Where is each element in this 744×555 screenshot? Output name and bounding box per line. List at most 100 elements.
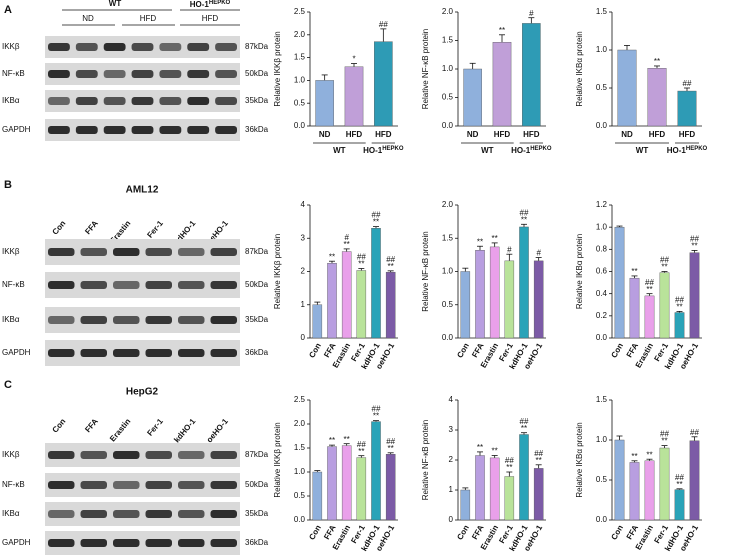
blot-band (113, 281, 140, 289)
bar (341, 251, 352, 339)
blot-band (75, 70, 98, 78)
blot-band (131, 126, 154, 134)
blot-band (103, 126, 126, 134)
bar (519, 226, 529, 339)
lane-label: ND (82, 14, 94, 23)
y-axis-label: Relative IKBα protein (575, 234, 584, 309)
blot-band (178, 316, 205, 324)
significance-mark: ## (534, 449, 543, 458)
lane-label: Con (51, 219, 68, 237)
blot-band (210, 539, 237, 547)
blot-band (210, 481, 237, 489)
size-label: 35kDa (245, 96, 269, 105)
bar (659, 447, 670, 521)
protein-label: IKBα (2, 315, 20, 324)
bar (489, 457, 500, 521)
blot-band (48, 281, 75, 289)
lane-label: kdHO-1 (172, 416, 198, 444)
blot-band (215, 43, 237, 51)
blot-band (48, 451, 75, 459)
bar (504, 260, 515, 339)
group-name: HO-1 (511, 146, 531, 155)
bar (475, 455, 485, 521)
blot-band (48, 70, 70, 78)
blot-band (80, 349, 107, 357)
blot-strip (45, 307, 240, 333)
x-tick-label: Con (609, 341, 625, 359)
protein-label: IKKβ (2, 247, 20, 256)
protein-label: GAPDH (2, 125, 31, 134)
blot-band (131, 70, 154, 78)
blot-band (48, 349, 75, 357)
group-label: WT (481, 146, 494, 155)
group-name: WT (333, 146, 346, 155)
significance-mark: ** (646, 285, 652, 294)
blot-band (80, 539, 107, 547)
blot-band (80, 481, 107, 489)
y-axis-label: Relative NF-κB protein (421, 29, 430, 109)
y-tick-label: 1 (449, 485, 454, 494)
bar (356, 270, 367, 339)
group-sup: HEPKO (209, 0, 231, 6)
group-label: WT (636, 146, 649, 155)
y-tick-label: 0.0 (294, 515, 306, 524)
significance-mark: ** (477, 443, 483, 452)
protein-label: NF-κB (2, 69, 25, 78)
y-tick-label: 1.2 (596, 200, 608, 209)
y-tick-label: 1.5 (442, 36, 454, 45)
y-tick-label: 2.5 (294, 395, 306, 404)
size-label: 50kDa (245, 480, 269, 489)
bar (677, 90, 697, 127)
group-label: HO-1HEPKO (190, 0, 231, 9)
significance-mark: ** (661, 437, 667, 446)
blot-band (145, 481, 172, 489)
blot-band (187, 43, 210, 51)
y-tick-label: 1.5 (596, 7, 608, 16)
y-tick-label: 0.5 (442, 93, 454, 102)
y-tick-label: 2.0 (442, 200, 454, 209)
blot-band (159, 43, 182, 51)
bar (629, 462, 640, 521)
y-tick-label: 0 (449, 515, 454, 524)
blot-band (48, 316, 75, 324)
size-label: 87kDa (245, 450, 269, 459)
blot-band (113, 248, 140, 256)
bar (463, 68, 482, 127)
blot-band (178, 281, 205, 289)
significance-mark: ## (683, 79, 692, 88)
significance-mark: ## (379, 20, 388, 29)
size-label: 35kDa (245, 509, 269, 518)
x-tick-label: Con (609, 523, 625, 541)
blot-band (210, 248, 237, 256)
significance-mark: # (507, 245, 512, 254)
x-tick-label: Con (455, 341, 471, 359)
bar (460, 489, 471, 521)
blot-band (131, 43, 154, 51)
blot-band (48, 539, 75, 547)
significance-mark: ** (358, 447, 364, 456)
x-tick-label: ND (467, 130, 479, 139)
bar (533, 468, 544, 521)
bar (460, 271, 471, 339)
significance-mark: ## (675, 473, 684, 482)
x-tick-label: HFD (679, 130, 696, 139)
protein-label: NF-κB (2, 280, 25, 289)
bar (522, 23, 541, 127)
significance-mark: ** (344, 240, 350, 249)
y-tick-label: 2.0 (294, 419, 306, 428)
significance-mark: ** (344, 435, 350, 444)
significance-mark: ** (536, 456, 542, 465)
bar (617, 49, 637, 127)
y-tick-label: 1.0 (442, 64, 454, 73)
blot-band (113, 451, 140, 459)
blot-band (75, 97, 98, 105)
blot-strip (45, 239, 240, 265)
blot-strip (45, 272, 240, 298)
significance-mark: ** (661, 263, 667, 272)
x-tick-label: HFD (346, 130, 363, 139)
lane-label: FFA (83, 219, 100, 237)
y-tick-label: 3 (301, 233, 306, 242)
y-tick-label: 1.5 (294, 53, 306, 62)
blot-band (187, 70, 210, 78)
